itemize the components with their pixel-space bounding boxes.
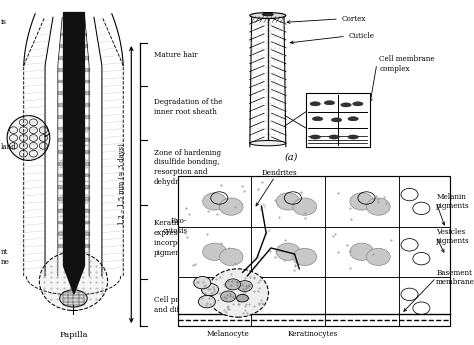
Text: Papilla: Papilla	[59, 331, 88, 339]
Text: Keratine gene
expression,
incorporation of
pigments: Keratine gene expression, incorporation …	[154, 219, 213, 257]
Text: Degradation of the
inner root sheath: Degradation of the inner root sheath	[154, 98, 223, 116]
Circle shape	[350, 243, 374, 260]
Text: land: land	[1, 142, 17, 151]
Circle shape	[194, 276, 211, 289]
Ellipse shape	[331, 118, 342, 122]
Circle shape	[276, 193, 300, 210]
Ellipse shape	[324, 101, 335, 105]
Text: (a): (a)	[285, 152, 298, 161]
Circle shape	[226, 279, 241, 290]
Ellipse shape	[329, 135, 339, 139]
Circle shape	[219, 248, 243, 266]
Ellipse shape	[348, 117, 358, 121]
Circle shape	[276, 243, 300, 260]
Circle shape	[237, 280, 252, 292]
Text: Exo-
cytosis: Exo- cytosis	[162, 217, 187, 235]
Text: Melanocyte: Melanocyte	[206, 330, 249, 338]
Text: ne: ne	[1, 258, 10, 266]
Bar	[178, 176, 450, 326]
Text: 1.2 – 1.5 mm (≈ 3 days): 1.2 – 1.5 mm (≈ 3 days)	[118, 144, 126, 225]
Text: is: is	[1, 18, 7, 27]
Ellipse shape	[250, 140, 286, 146]
Ellipse shape	[353, 102, 363, 106]
Circle shape	[366, 198, 390, 215]
Ellipse shape	[312, 117, 323, 121]
Bar	[306, 93, 370, 147]
Text: Cortex: Cortex	[341, 15, 366, 23]
Circle shape	[293, 198, 317, 215]
Text: Cell proliferation
and differentiation: Cell proliferation and differentiation	[154, 296, 222, 314]
Circle shape	[219, 198, 243, 215]
Circle shape	[366, 248, 390, 266]
Text: Melanin
pigments: Melanin pigments	[436, 193, 470, 210]
Circle shape	[293, 248, 317, 266]
Text: Keratinocytes: Keratinocytes	[288, 330, 338, 338]
Ellipse shape	[310, 102, 320, 106]
Ellipse shape	[310, 135, 320, 139]
Circle shape	[201, 283, 219, 296]
Text: Cuticle: Cuticle	[348, 32, 374, 40]
Text: Dendrites: Dendrites	[262, 169, 298, 177]
Circle shape	[199, 295, 216, 308]
Text: Basement
membrane: Basement membrane	[436, 269, 474, 286]
Ellipse shape	[7, 116, 50, 160]
Text: Vesicles
pigments: Vesicles pigments	[436, 228, 470, 245]
Circle shape	[221, 291, 236, 302]
Ellipse shape	[39, 252, 108, 310]
Ellipse shape	[348, 135, 358, 139]
Text: nt: nt	[1, 248, 9, 256]
Ellipse shape	[237, 294, 248, 302]
Ellipse shape	[263, 13, 273, 16]
Text: Mature hair: Mature hair	[154, 51, 198, 59]
Circle shape	[203, 243, 227, 260]
Circle shape	[350, 193, 374, 210]
Circle shape	[203, 193, 227, 210]
Ellipse shape	[60, 290, 87, 307]
Text: Zone of hardening
disulfide bonding,
resorption and
dehydration: Zone of hardening disulfide bonding, res…	[154, 149, 221, 186]
Ellipse shape	[207, 269, 268, 317]
Text: Cell membrane
complex: Cell membrane complex	[379, 55, 435, 73]
Ellipse shape	[250, 12, 286, 19]
Ellipse shape	[341, 103, 351, 107]
